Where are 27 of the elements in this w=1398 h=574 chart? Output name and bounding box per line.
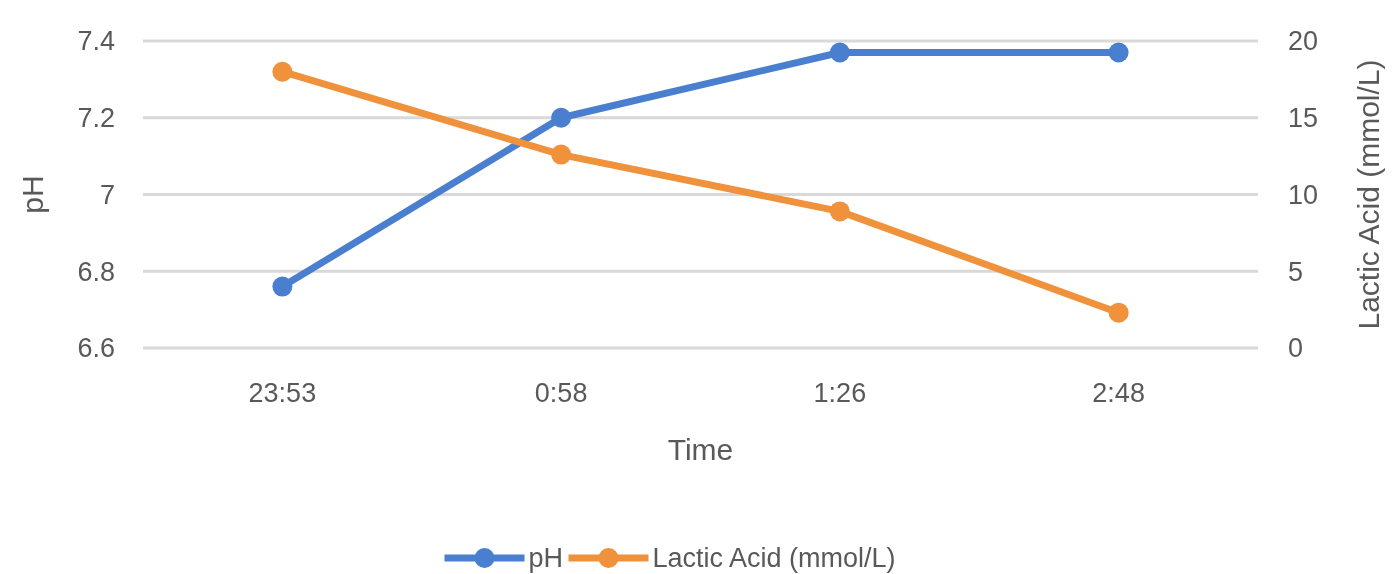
y-tick-label: 7.4 bbox=[77, 26, 115, 57]
point bbox=[272, 276, 293, 297]
point bbox=[829, 42, 850, 63]
y-axis-title: pH bbox=[15, 175, 49, 214]
x-tick-label: 0:58 bbox=[534, 378, 588, 409]
point bbox=[829, 201, 850, 222]
y-tick-label: 7.2 bbox=[77, 103, 115, 134]
x-tick-label: 1:26 bbox=[813, 378, 867, 409]
x-tick-label: 2:48 bbox=[1092, 378, 1145, 409]
x-axis-title: Time bbox=[667, 432, 734, 466]
y2-axis-title: Lactic Acid (mmol/L) bbox=[1351, 59, 1385, 330]
point bbox=[551, 107, 572, 128]
point bbox=[272, 61, 293, 82]
y-tick-label: 7 bbox=[99, 179, 115, 210]
y2-tick-label: 5 bbox=[1288, 256, 1304, 287]
y2-tick-label: 15 bbox=[1288, 103, 1319, 134]
point bbox=[1108, 42, 1129, 63]
y2-tick-label: 0 bbox=[1288, 333, 1304, 364]
point bbox=[551, 144, 572, 165]
y-tick-label: 6.8 bbox=[77, 256, 115, 287]
y2-tick-label: 10 bbox=[1288, 179, 1319, 210]
y2-tick-label: 20 bbox=[1288, 26, 1319, 57]
legend-label: pH bbox=[528, 543, 564, 574]
point bbox=[1108, 302, 1129, 323]
y-tick-label: 6.6 bbox=[77, 333, 115, 364]
legend-label: Lactic Acid (mmol/L) bbox=[652, 543, 896, 574]
x-tick-label: 23:53 bbox=[248, 378, 317, 409]
